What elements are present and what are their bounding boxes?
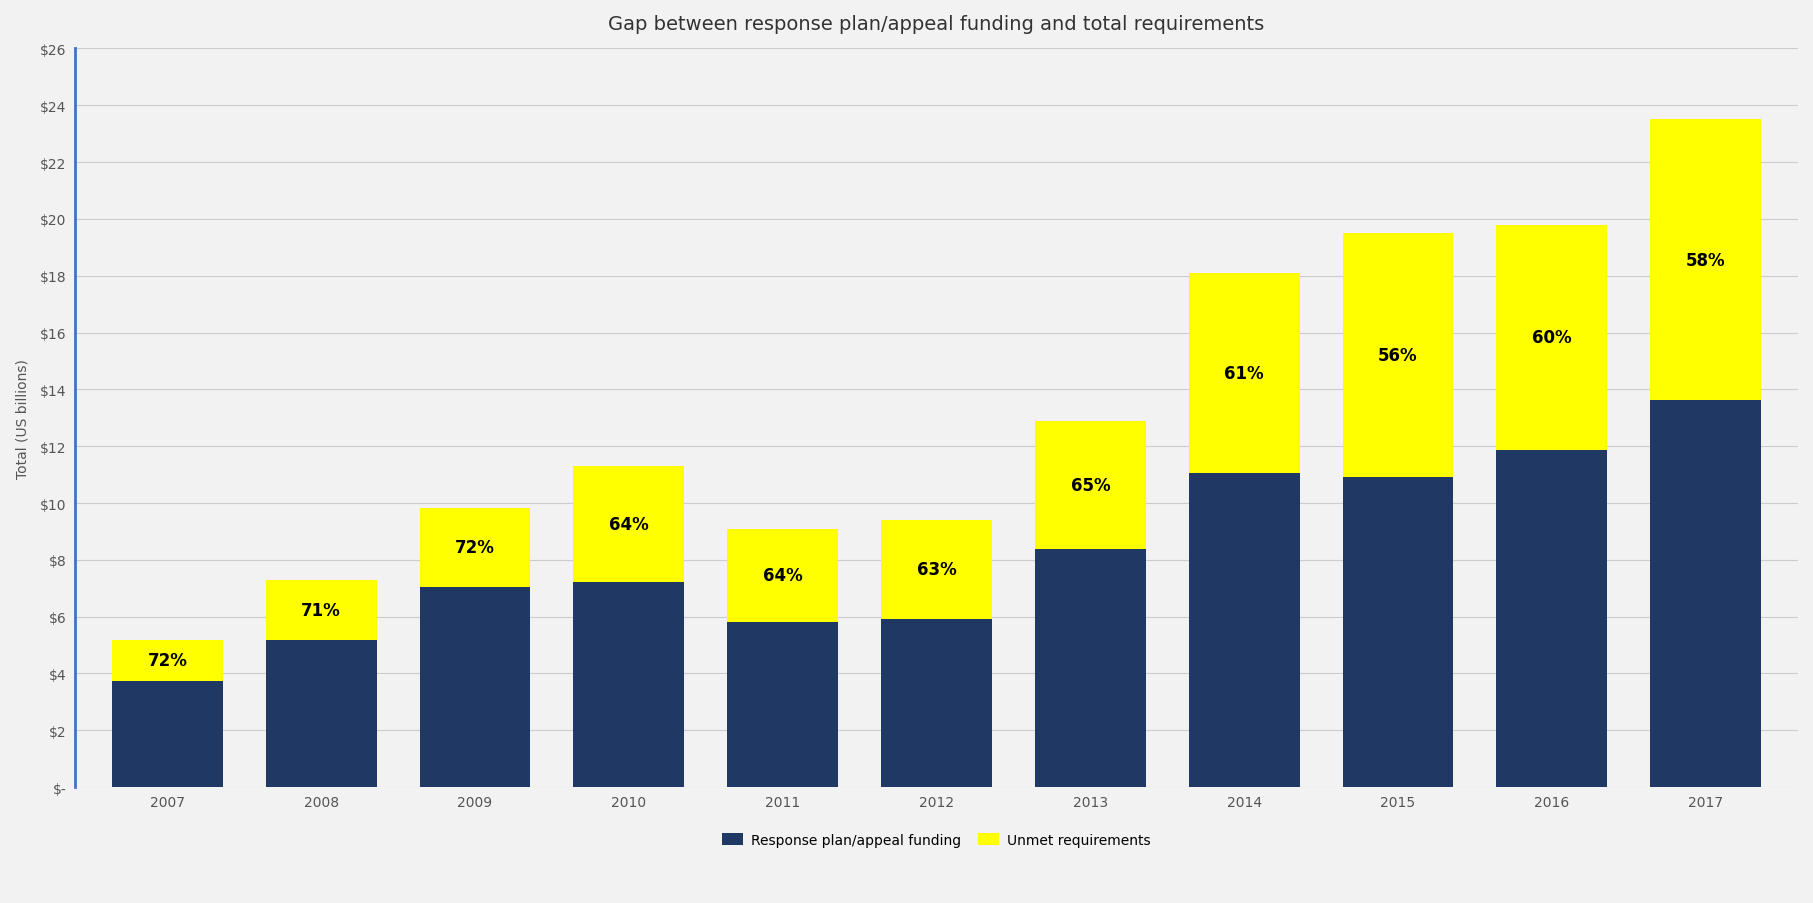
Bar (881, 619, 992, 787)
Text: 56%: 56% (1378, 347, 1418, 365)
Bar (1650, 120, 1760, 400)
Bar (1496, 226, 1608, 450)
Bar (419, 508, 531, 587)
Bar (1035, 421, 1146, 549)
Text: 65%: 65% (1070, 476, 1110, 494)
Bar (573, 582, 684, 787)
Bar (881, 520, 992, 619)
Text: 64%: 64% (763, 567, 803, 584)
Bar (112, 681, 223, 787)
Bar (573, 467, 684, 582)
Bar (267, 640, 377, 787)
Text: 72%: 72% (147, 652, 187, 669)
Bar (112, 640, 223, 681)
Text: 60%: 60% (1532, 329, 1572, 347)
Bar (267, 580, 377, 640)
Bar (1650, 400, 1760, 787)
Text: 61%: 61% (1224, 365, 1264, 383)
Bar (1343, 234, 1454, 478)
Text: 58%: 58% (1686, 251, 1726, 269)
Y-axis label: Total (US billions): Total (US billions) (15, 358, 29, 479)
Bar (419, 587, 531, 787)
Text: 63%: 63% (917, 561, 957, 579)
Text: 72%: 72% (455, 539, 495, 557)
Bar (727, 622, 838, 787)
Title: Gap between response plan/appeal funding and total requirements: Gap between response plan/appeal funding… (609, 15, 1265, 34)
Bar (1343, 478, 1454, 787)
Text: 71%: 71% (301, 601, 341, 619)
Bar (1035, 549, 1146, 787)
Bar (1189, 274, 1300, 474)
Text: 64%: 64% (609, 516, 649, 534)
Bar (1189, 474, 1300, 787)
Bar (1496, 450, 1608, 787)
Legend: Response plan/appeal funding, Unmet requirements: Response plan/appeal funding, Unmet requ… (722, 833, 1151, 847)
Bar (727, 529, 838, 622)
